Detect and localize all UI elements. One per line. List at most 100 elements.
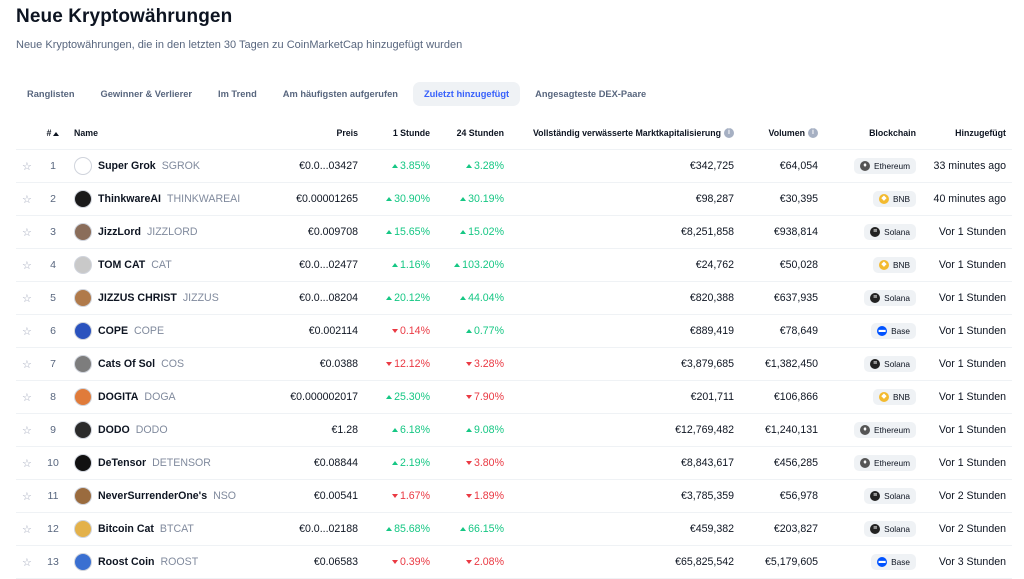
coin-name[interactable]: Super Grok	[98, 160, 156, 172]
blockchain-badge[interactable]: ♦ Ethereum	[854, 422, 916, 438]
coin-name[interactable]: Roost Coin	[98, 556, 155, 568]
table-row[interactable]: ☆ 1 Super Grok SGROK €0.0...03427 3.85% 3.28% €…	[16, 149, 1012, 183]
blockchain-badge[interactable]: ≡ Solana	[864, 521, 916, 537]
tab-gainers-losers[interactable]: Gewinner & Verlierer	[100, 89, 192, 99]
coin-logo-icon	[74, 256, 92, 274]
coin-name-cell[interactable]: JizzLord JIZZLORD	[74, 223, 272, 241]
star-icon[interactable]: ☆	[22, 292, 32, 305]
price: €0.002114	[278, 314, 364, 348]
header-24h[interactable]: 24 Stunden	[436, 117, 510, 150]
ethereum-icon: ♦	[860, 161, 871, 171]
coin-symbol: THINKWAREAI	[167, 193, 241, 205]
table-row[interactable]: ☆ 3 JizzLord JIZZLORD €0.009708 15.65% 15.02% €…	[16, 215, 1012, 249]
price: €0.000002017	[278, 380, 364, 414]
coin-name-cell[interactable]: TOM CAT CAT	[74, 256, 272, 274]
header-price[interactable]: Preis	[278, 117, 364, 150]
tab-rankings[interactable]: Ranglisten	[27, 89, 75, 99]
table-row[interactable]: ☆ 13 Roost Coin ROOST €0.06583 0.39% 2.08% €65,…	[16, 545, 1012, 579]
tab-dex-pairs[interactable]: Angesagteste DEX-Paare	[535, 89, 647, 99]
coin-name[interactable]: TOM CAT	[98, 259, 146, 271]
volume: €5,179,605	[740, 545, 824, 579]
table-row[interactable]: ☆ 9 DODO DODO €1.28 6.18% 9.08% €12,769,482 €1,2…	[16, 413, 1012, 447]
blockchain-badge[interactable]: ▬ Base	[871, 323, 916, 339]
coin-name[interactable]: NeverSurrenderOne's	[98, 490, 208, 502]
table-row[interactable]: ☆ 10 DeTensor DETENSOR €0.08844 2.19% 3.80% €8,…	[16, 446, 1012, 480]
volume: €938,814	[740, 215, 824, 249]
change-up-icon	[465, 329, 472, 334]
blockchain-badge[interactable]: ≡ Solana	[864, 356, 916, 372]
coin-name[interactable]: COPE	[98, 325, 129, 337]
header-fdv[interactable]: Vollständig verwässerte Marktkapitalisie…	[510, 117, 740, 150]
coin-name[interactable]: JizzLord	[98, 226, 141, 238]
coin-name-cell[interactable]: Bitcoin Cat BTCAT	[74, 520, 272, 538]
coin-logo-icon	[74, 355, 92, 373]
blockchain-badge[interactable]: ♦ Ethereum	[854, 455, 916, 471]
coin-name-cell[interactable]: Cats Of Sol COS	[74, 355, 272, 373]
star-icon[interactable]: ☆	[22, 160, 32, 173]
coin-name[interactable]: DOGITA	[98, 391, 139, 403]
star-icon[interactable]: ☆	[22, 556, 32, 569]
header-name[interactable]: Name	[68, 117, 278, 150]
coin-name-cell[interactable]: NeverSurrenderOne's NSO	[74, 487, 272, 505]
star-icon[interactable]: ☆	[22, 325, 32, 338]
coin-name-cell[interactable]: Roost Coin ROOST	[74, 553, 272, 571]
coin-name-cell[interactable]: Super Grok SGROK	[74, 157, 272, 175]
star-icon[interactable]: ☆	[22, 457, 32, 470]
table-row[interactable]: ☆ 12 Bitcoin Cat BTCAT €0.0...02188 85.68% 66.…	[16, 512, 1012, 546]
coin-logo-icon	[74, 289, 92, 307]
coin-name[interactable]: JIZZUS CHRIST	[98, 292, 177, 304]
star-icon[interactable]: ☆	[22, 193, 32, 206]
star-icon[interactable]: ☆	[22, 424, 32, 437]
table-row[interactable]: ☆ 7 Cats Of Sol COS €0.0388 12.12% 3.28% €3,879…	[16, 347, 1012, 381]
header-added[interactable]: Hinzugefügt	[922, 117, 1012, 150]
table-row[interactable]: ☆ 5 JIZZUS CHRIST JIZZUS €0.0...08204 20.12% 4…	[16, 281, 1012, 315]
blockchain-badge[interactable]: ▬ Base	[871, 554, 916, 570]
coin-name-cell[interactable]: DOGITA DOGA	[74, 388, 272, 406]
coin-name-cell[interactable]: DODO DODO	[74, 421, 272, 439]
coin-name[interactable]: Bitcoin Cat	[98, 523, 154, 535]
header-rank[interactable]: #	[38, 117, 68, 150]
sort-ascending-icon	[53, 131, 60, 136]
table-row[interactable]: ☆ 8 DOGITA DOGA €0.000002017 25.30% 7.90% €201,…	[16, 380, 1012, 414]
blockchain-badge[interactable]: ◆ BNB	[872, 257, 916, 273]
blockchain-badge[interactable]: ◆ BNB	[872, 191, 916, 207]
star-icon[interactable]: ☆	[22, 391, 32, 404]
star-icon[interactable]: ☆	[22, 490, 32, 503]
blockchain-badge[interactable]: ◆ BNB	[872, 389, 916, 405]
tab-recently-added[interactable]: Zuletzt hinzugefügt	[412, 82, 521, 106]
fdv-market-cap: €459,382	[510, 512, 740, 546]
star-icon[interactable]: ☆	[22, 259, 32, 272]
tab-trending[interactable]: Im Trend	[218, 89, 257, 99]
blockchain-badge[interactable]: ♦ Ethereum	[854, 158, 916, 174]
coin-logo-icon	[74, 421, 92, 439]
coin-name-cell[interactable]: DeTensor DETENSOR	[74, 454, 272, 472]
coin-name[interactable]: Cats Of Sol	[98, 358, 156, 370]
tab-most-visited[interactable]: Am häufigsten aufgerufen	[282, 89, 398, 99]
info-icon[interactable]: i	[808, 128, 818, 139]
coin-name-cell[interactable]: COPE COPE	[74, 322, 272, 340]
header-volume[interactable]: Volumen i	[740, 117, 824, 150]
coin-name[interactable]: DeTensor	[98, 457, 147, 469]
star-icon[interactable]: ☆	[22, 226, 32, 239]
info-icon[interactable]: i	[724, 128, 734, 139]
header-1h[interactable]: 1 Stunde	[364, 117, 436, 150]
star-icon[interactable]: ☆	[22, 358, 32, 371]
table-row[interactable]: ☆ 11 NeverSurrenderOne's NSO €0.00541 1.67% 1.…	[16, 479, 1012, 513]
coin-name-cell[interactable]: ThinkwareAI THINKWAREAI	[74, 190, 272, 208]
star-icon[interactable]: ☆	[22, 523, 32, 536]
solana-icon: ≡	[870, 227, 881, 237]
added-time: Vor 1 Stunden	[922, 248, 1012, 282]
category-tabs: Ranglisten Gewinner & Verlierer Im Trend…	[16, 82, 657, 106]
blockchain-badge[interactable]: ≡ Solana	[864, 290, 916, 306]
coin-name-cell[interactable]: JIZZUS CHRIST JIZZUS	[74, 289, 272, 307]
blockchain-badge[interactable]: ≡ Solana	[864, 488, 916, 504]
coin-name[interactable]: DODO	[98, 424, 130, 436]
change-24h: 3.28%	[436, 149, 510, 183]
blockchain-badge[interactable]: ≡ Solana	[864, 224, 916, 240]
change-down-icon	[465, 461, 472, 466]
change-24h: 3.80%	[436, 446, 510, 480]
table-row[interactable]: ☆ 2 ThinkwareAI THINKWAREAI €0.00001265 30.90…	[16, 182, 1012, 216]
coin-name[interactable]: ThinkwareAI	[98, 193, 161, 205]
table-row[interactable]: ☆ 6 COPE COPE €0.002114 0.14% 0.77% €889,419 €78…	[16, 314, 1012, 348]
table-row[interactable]: ☆ 4 TOM CAT CAT €0.0...02477 1.16% 103.20% €24,…	[16, 248, 1012, 282]
